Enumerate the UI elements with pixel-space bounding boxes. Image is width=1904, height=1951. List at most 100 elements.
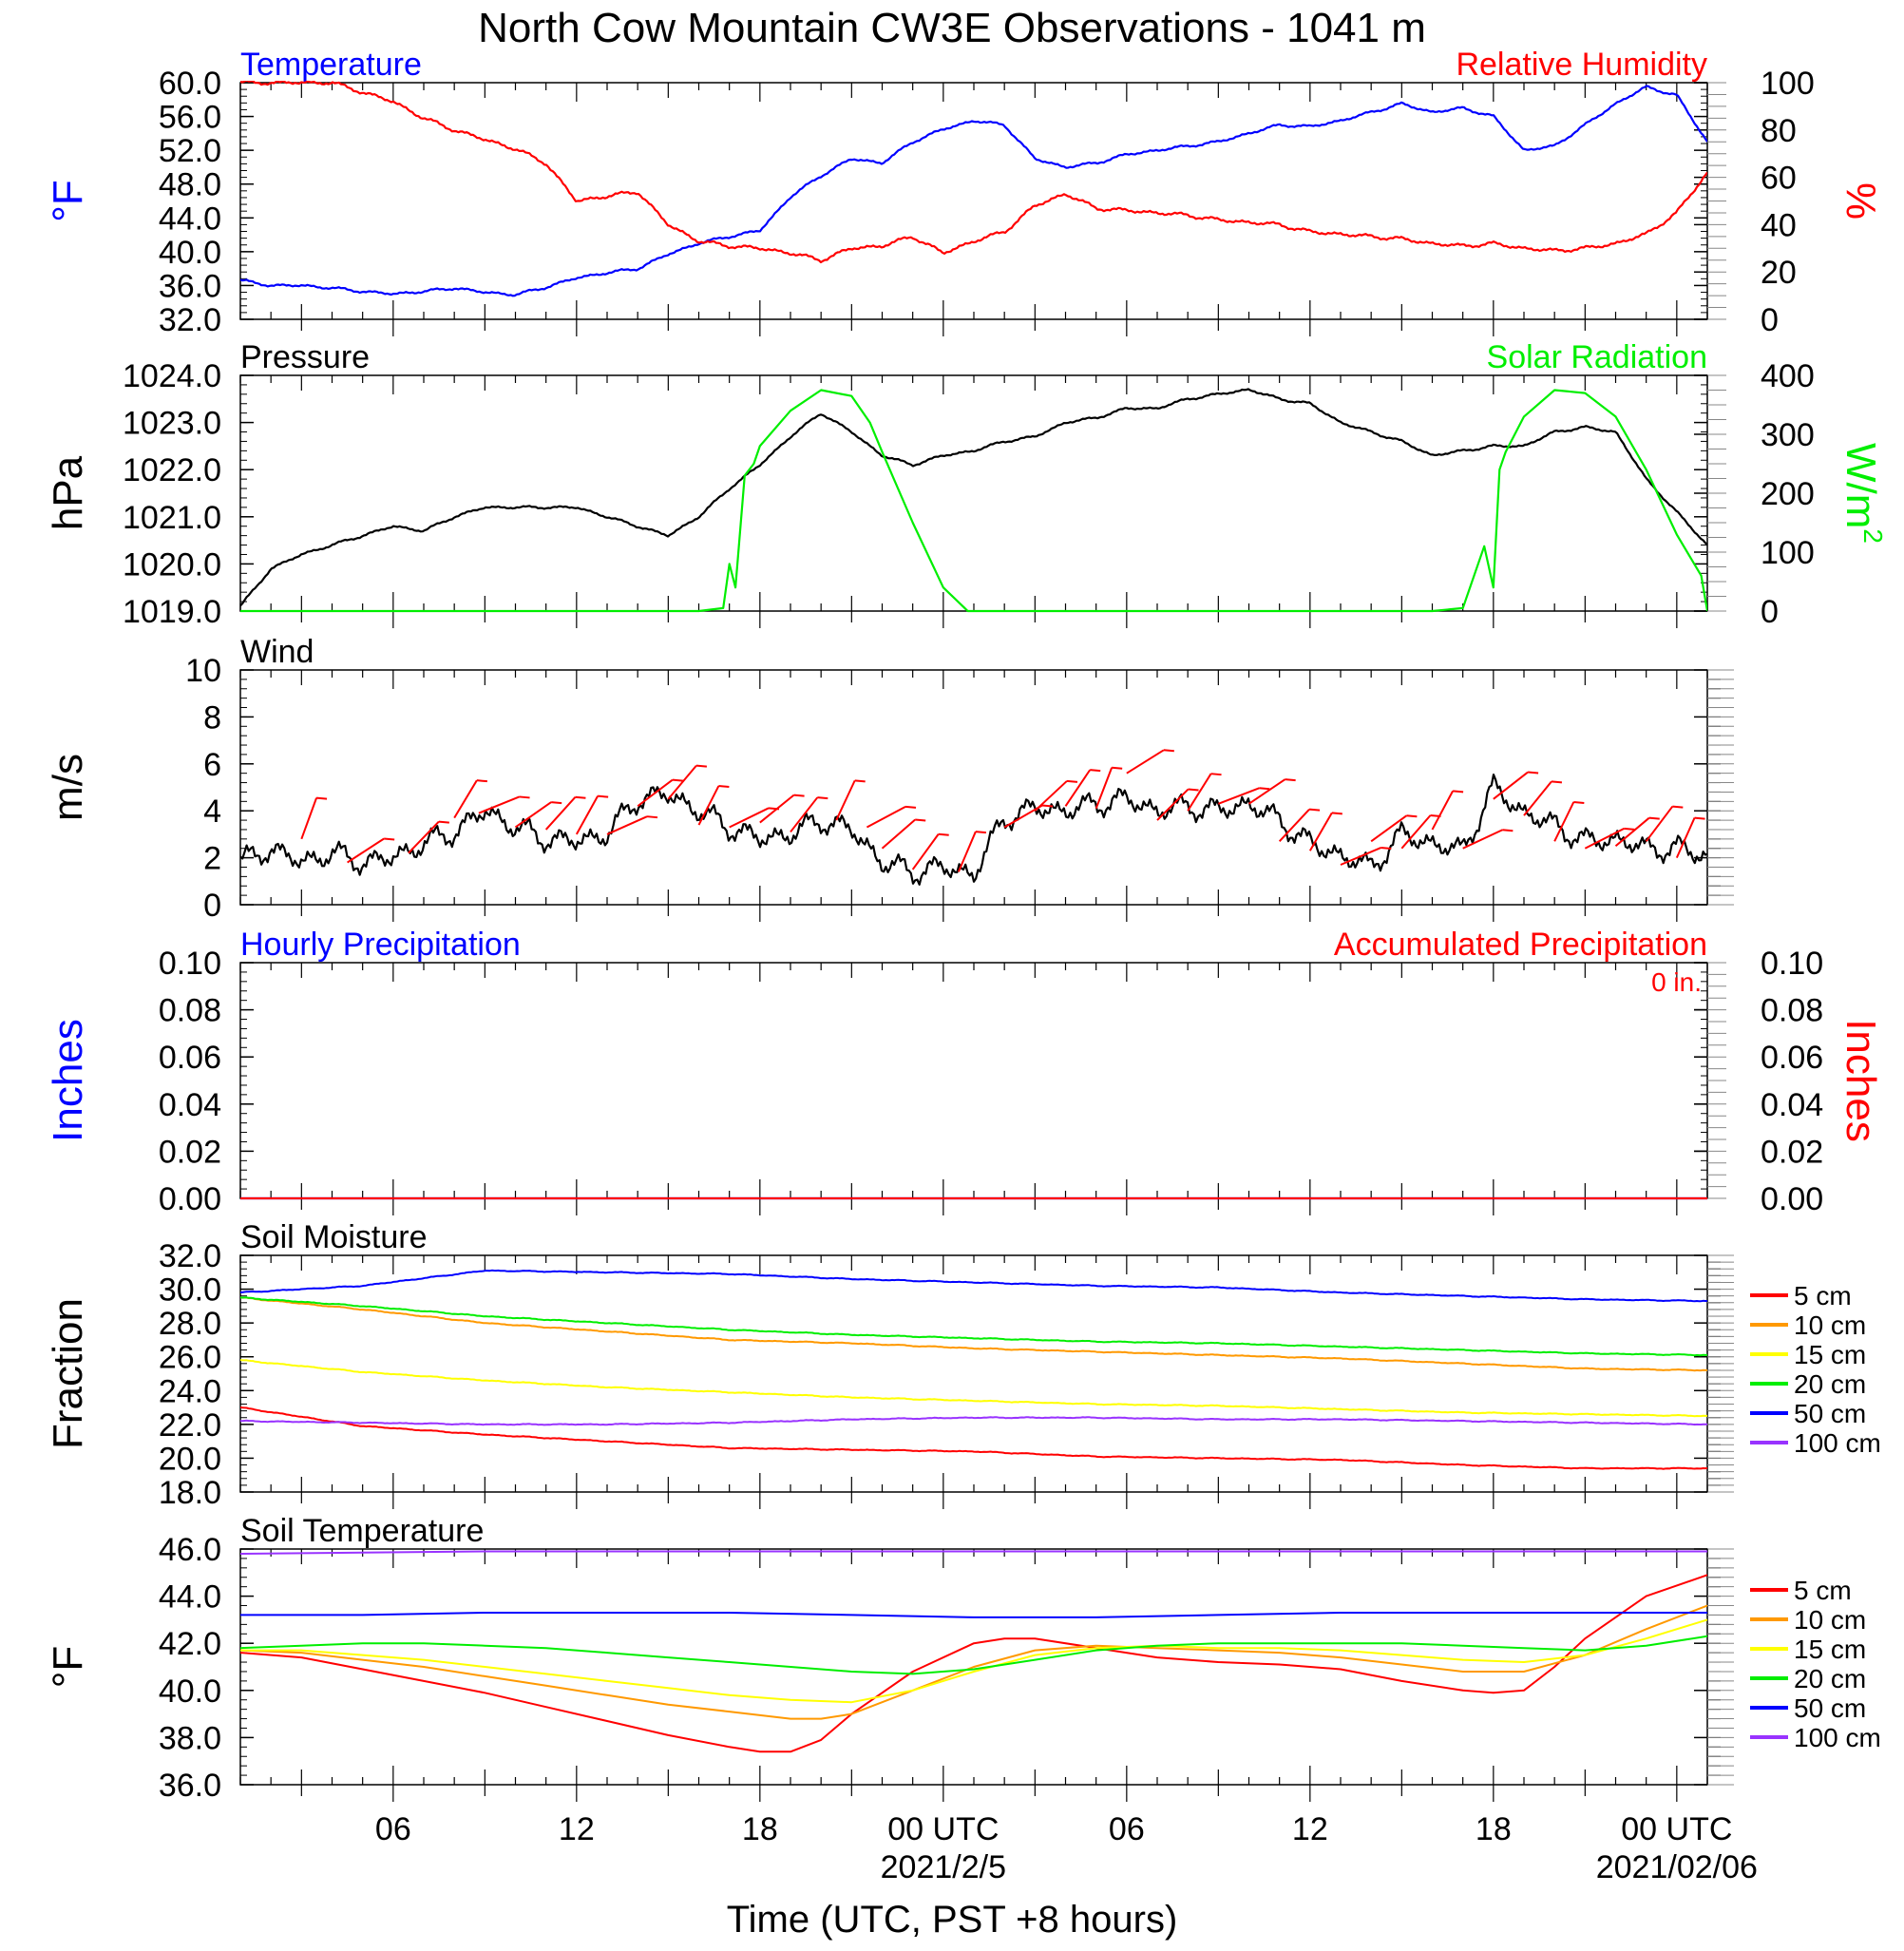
wind-barb-flag — [672, 778, 683, 782]
y-tick-label: 60.0 — [159, 66, 221, 102]
panel-title-left: Hourly Precipitation — [240, 927, 521, 963]
wind-barb — [1462, 829, 1503, 850]
wind-barb-flag — [1112, 766, 1123, 770]
y-tick-label-right: 40 — [1761, 207, 1797, 243]
wind-barb — [1278, 808, 1310, 842]
wind-barb — [835, 779, 856, 821]
y-tick-label: 10 — [185, 653, 221, 689]
x-tick-label: 18 — [742, 1811, 778, 1847]
x-tick-label: 18 — [1476, 1811, 1512, 1847]
wind-barb — [478, 795, 520, 814]
wind-barb-flag — [817, 796, 828, 800]
wind-barb — [1645, 805, 1674, 842]
series-line-5-cm — [240, 1574, 1707, 1753]
series-line-50-cm — [240, 1269, 1707, 1303]
figure-title: North Cow Mountain CW3E Observations - 1… — [478, 5, 1426, 51]
legend-label: 100 cm — [1794, 1723, 1881, 1752]
wind-barb-flag — [1453, 790, 1464, 794]
wind-barb-flag — [438, 820, 449, 824]
wind-barb-flag — [718, 785, 730, 789]
y-tick-label-right: 0 — [1761, 594, 1779, 630]
legend-label: 50 cm — [1794, 1693, 1866, 1723]
y-axis-label-left: hPa — [45, 455, 91, 530]
wind-barb-flag — [1259, 787, 1270, 791]
series-line-50-cm — [240, 1612, 1707, 1618]
wind-barb-flag — [1624, 827, 1635, 831]
plot-frame — [239, 669, 1708, 906]
y-tick-label: 0.00 — [159, 1181, 221, 1217]
y-axis-label-right-text: Inches — [1837, 1019, 1884, 1142]
y-tick-label: 46.0 — [159, 1532, 221, 1568]
y-axis-label-left: m/s — [45, 754, 91, 821]
y-axis-label-right-text: % — [1837, 182, 1884, 220]
wind-barb-flag — [904, 805, 917, 809]
wind-barb-flag — [1502, 829, 1514, 832]
series-line-wind — [240, 774, 1707, 886]
wind-barb — [1156, 788, 1190, 821]
y-tick-label: 44.0 — [159, 201, 221, 237]
x-axis-label: Time (UTC, PST +8 hours) — [727, 1899, 1178, 1941]
legend-label: 15 cm — [1794, 1635, 1866, 1664]
x-tick-label: 06 — [375, 1811, 411, 1847]
wind-barb-flag — [1090, 769, 1101, 773]
wind-barb — [1675, 817, 1696, 859]
panel-title-left: Wind — [240, 634, 314, 670]
y-tick-label: 30.0 — [159, 1272, 221, 1309]
y-tick-label-right: 0.10 — [1761, 946, 1823, 982]
wind-barb-flag — [1551, 780, 1563, 784]
y-tick-label-right: 0.08 — [1761, 993, 1823, 1029]
wind-barb — [1370, 814, 1407, 843]
y-tick-label: 0.02 — [159, 1134, 221, 1170]
wind-barb-flag — [1066, 779, 1078, 783]
wind-barb — [575, 795, 600, 835]
y-tick-label: 24.0 — [159, 1373, 221, 1409]
y-tick-label: 22.0 — [159, 1407, 221, 1444]
y-tick-label: 4 — [203, 794, 221, 830]
wind-barb-flag — [598, 794, 609, 798]
wind-barb-flag — [1210, 773, 1222, 776]
y-tick-label: 20.0 — [159, 1441, 221, 1477]
wind-barb-flag — [519, 795, 530, 799]
panel-soil-moisture: 18.020.022.024.026.028.030.032.0 Soil Moi… — [45, 1219, 1881, 1511]
wind-barb — [1523, 780, 1552, 816]
y-tick-label: 0 — [203, 888, 221, 924]
y-tick-label-right: 60 — [1761, 161, 1797, 197]
series-line-20-cm — [240, 1635, 1707, 1675]
y-tick-label: 2 — [203, 841, 221, 877]
panel-title-left: Pressure — [240, 339, 370, 375]
y-axis-label-right-text: W/m — [1837, 443, 1884, 528]
y-tick-label: 38.0 — [159, 1720, 221, 1756]
wind-barb-flag — [1163, 749, 1174, 753]
series-line-20-cm — [240, 1296, 1707, 1357]
series-line-100-cm — [240, 1550, 1707, 1555]
y-axis-label-sup: 2 — [1858, 528, 1888, 544]
panels: 32.036.040.044.048.052.056.060.002040608… — [45, 47, 1888, 1885]
y-axis-label-left: Inches — [45, 1019, 91, 1142]
wind-barb — [1553, 801, 1575, 842]
wind-barb — [1614, 816, 1650, 848]
series-line-15-cm — [240, 1618, 1707, 1704]
y-tick-label: 36.0 — [159, 268, 221, 304]
y-tick-label: 18.0 — [159, 1475, 221, 1511]
panel-precip: 0.00 0.02 0.04 0.06 0.08 0.10 0.00 0.02 0.04 0.06… — [45, 927, 1884, 1217]
wind-barb — [1493, 771, 1529, 800]
series-line-100-cm — [240, 1416, 1707, 1426]
y-tick-label-right: 300 — [1761, 417, 1815, 453]
series-line-relative-humidity — [240, 81, 1707, 264]
wind-barb-flag — [1188, 788, 1199, 792]
x-tick-label: 06 — [1109, 1811, 1145, 1847]
y-axis-label-right: % — [1837, 182, 1884, 220]
plot-frame — [239, 82, 1708, 320]
y-tick-label: 28.0 — [159, 1306, 221, 1342]
series-line-15-cm — [240, 1359, 1707, 1418]
y-tick-label: 32.0 — [159, 302, 221, 338]
wind-barb — [408, 820, 440, 854]
annotation: 0 in. — [1651, 967, 1702, 997]
wind-barb — [1340, 847, 1381, 866]
y-tick-label-right: 400 — [1761, 358, 1815, 394]
wind-barb — [866, 806, 906, 829]
wind-barb-flag — [384, 837, 395, 841]
wind-barb-flag — [938, 832, 949, 836]
wind-barb-flag — [1694, 816, 1705, 820]
